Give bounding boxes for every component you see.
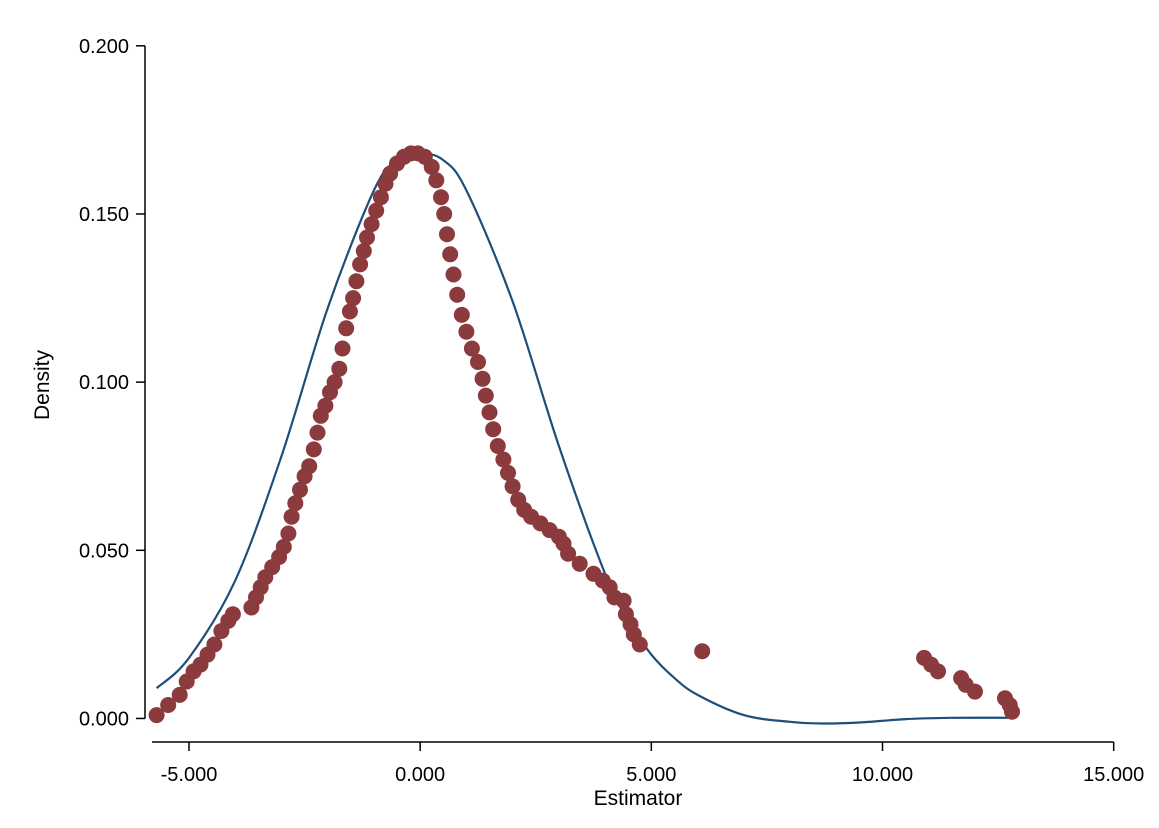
data-point <box>317 397 334 414</box>
data-point <box>352 256 369 273</box>
y-tick-label: 0.050 <box>79 540 129 562</box>
data-point <box>368 202 385 219</box>
y-tick-label: 0.000 <box>79 708 129 730</box>
data-point <box>449 286 466 303</box>
data-point <box>148 707 165 724</box>
data-point <box>615 592 632 609</box>
x-tick-label: 0.000 <box>395 764 445 786</box>
x-tick-label: 15.000 <box>1083 764 1144 786</box>
data-point <box>458 323 475 340</box>
data-point <box>355 243 372 259</box>
data-point <box>439 226 455 243</box>
data-point <box>160 697 177 713</box>
data-point <box>348 273 365 290</box>
x-tick-label: -5.000 <box>161 764 218 786</box>
x-tick-label: 10.000 <box>852 764 913 786</box>
data-point <box>495 451 512 468</box>
y-axis: 0.000 0.050 0.100 0.150 0.200 <box>79 36 146 730</box>
y-tick-label: 0.100 <box>79 372 129 394</box>
data-point <box>474 370 491 387</box>
data-point <box>500 464 516 481</box>
data-point <box>560 545 577 562</box>
data-point <box>280 525 297 542</box>
data-point <box>470 354 486 370</box>
data-point <box>477 387 494 404</box>
plot-area <box>148 145 1020 725</box>
data-point <box>442 246 459 263</box>
data-point <box>571 555 588 572</box>
x-axis-title: Estimator <box>594 787 683 810</box>
data-point <box>1004 703 1020 720</box>
fitted-density-curve <box>155 152 1013 725</box>
y-axis-title: Density <box>31 349 54 420</box>
data-point <box>309 424 326 441</box>
data-point <box>331 360 348 377</box>
data-point <box>301 458 318 475</box>
data-point <box>463 340 480 357</box>
data-point <box>341 303 358 320</box>
data-point <box>967 683 983 700</box>
y-tick-label: 0.200 <box>79 36 129 58</box>
data-point <box>305 441 322 458</box>
data-point <box>171 686 188 703</box>
data-point <box>334 340 351 357</box>
data-point <box>433 189 449 206</box>
data-point <box>359 229 375 246</box>
data-point <box>504 478 521 495</box>
data-point <box>428 172 445 189</box>
data-point <box>694 643 711 660</box>
data-point <box>326 374 343 391</box>
data-point <box>372 189 389 206</box>
data-point <box>283 508 300 525</box>
data-point <box>481 404 498 421</box>
data-point <box>436 206 453 222</box>
data-point <box>345 290 362 307</box>
data-point <box>485 421 502 438</box>
x-tick-label: 5.000 <box>626 764 676 786</box>
y-tick-label: 0.150 <box>79 204 129 226</box>
data-point <box>338 320 355 337</box>
x-axis: -5.000 0.000 5.000 10.000 15.000 <box>152 741 1144 786</box>
data-point <box>292 481 308 498</box>
data-point <box>363 216 380 233</box>
data-point <box>631 636 648 653</box>
data-point <box>930 663 946 680</box>
data-point <box>275 538 292 555</box>
data-point <box>224 606 241 623</box>
data-point <box>206 636 223 653</box>
scatter-points <box>148 145 1020 724</box>
data-point <box>445 266 462 283</box>
data-point <box>489 438 506 454</box>
data-point <box>423 158 440 175</box>
data-point <box>453 306 470 323</box>
data-point <box>287 495 304 512</box>
